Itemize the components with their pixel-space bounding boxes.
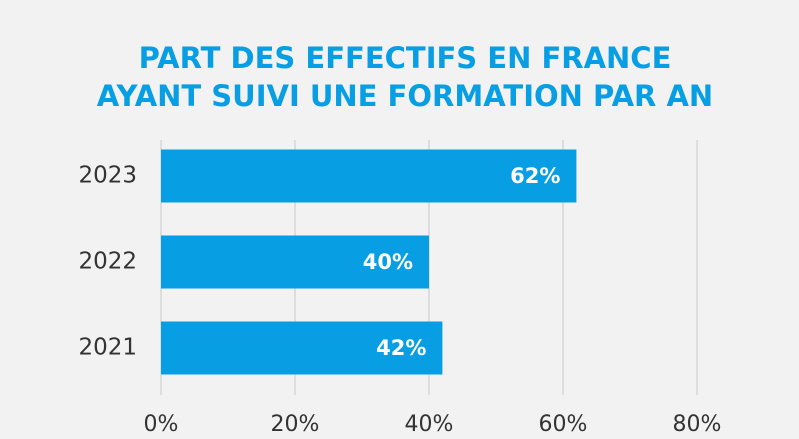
data-label: 40% — [363, 250, 413, 274]
chart-title: PART DES EFFECTIFS EN FRANCE — [139, 41, 672, 75]
data-label: 42% — [376, 336, 426, 360]
data-label: 62% — [510, 164, 560, 188]
bar — [161, 321, 443, 375]
x-tick-label: 60% — [539, 412, 588, 437]
bar — [161, 235, 429, 289]
x-tick-label: 0% — [144, 412, 179, 437]
x-tick-label: 40% — [405, 412, 454, 437]
bar — [161, 149, 577, 203]
x-tick-label: 20% — [271, 412, 320, 437]
x-tick-label: 80% — [673, 412, 722, 437]
y-tick-label: 2021 — [78, 335, 137, 361]
y-tick-label: 2023 — [78, 163, 137, 189]
chart-title: AYANT SUIVI UNE FORMATION PAR AN — [97, 79, 713, 113]
y-tick-label: 2022 — [78, 249, 137, 275]
